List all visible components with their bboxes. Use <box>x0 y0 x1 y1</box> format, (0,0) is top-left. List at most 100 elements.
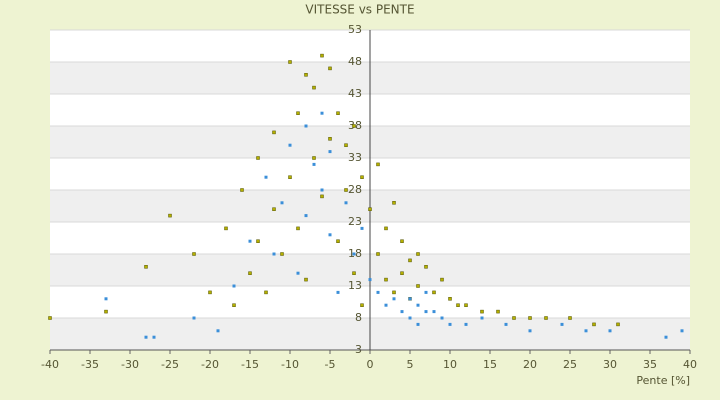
point <box>344 143 348 147</box>
point <box>288 175 292 179</box>
point <box>352 271 356 275</box>
x-tick-label: -25 <box>161 358 179 371</box>
x-tick-label: -35 <box>81 358 99 371</box>
x-tick-label: 25 <box>563 358 577 371</box>
point <box>344 201 348 205</box>
point <box>288 60 292 64</box>
point <box>312 156 316 160</box>
x-axis-label: Pente [%] <box>636 374 690 387</box>
point <box>144 335 148 339</box>
x-tick-label: 30 <box>603 358 617 371</box>
point <box>272 207 276 211</box>
point <box>664 335 668 339</box>
point <box>256 156 260 160</box>
point <box>320 188 324 192</box>
point <box>416 284 420 288</box>
point <box>360 303 364 307</box>
point <box>296 111 300 115</box>
point <box>680 329 684 333</box>
point <box>264 290 268 295</box>
point <box>376 252 380 256</box>
y-tick-label: 28 <box>348 183 362 196</box>
point <box>440 277 444 282</box>
point <box>424 265 428 269</box>
point <box>352 124 356 128</box>
point <box>312 162 316 166</box>
x-tick-label: -20 <box>201 358 219 371</box>
point <box>192 316 196 320</box>
point <box>424 310 428 314</box>
point <box>496 309 500 314</box>
point <box>416 322 420 326</box>
x-tick-label: 35 <box>643 358 657 371</box>
point <box>272 252 276 256</box>
point <box>544 316 548 320</box>
point <box>392 201 396 205</box>
point <box>560 322 564 326</box>
point <box>104 297 108 301</box>
point <box>360 226 364 230</box>
point <box>368 278 372 282</box>
point <box>408 258 412 263</box>
point <box>240 188 244 192</box>
point <box>360 175 364 179</box>
point <box>208 290 212 295</box>
point <box>328 233 332 237</box>
point <box>528 316 532 320</box>
x-tick-label: -40 <box>41 358 59 371</box>
point <box>320 194 324 199</box>
point <box>400 310 404 314</box>
point <box>336 290 340 294</box>
point <box>48 316 52 320</box>
point <box>392 290 396 295</box>
y-tick-label: 48 <box>348 55 362 68</box>
point <box>480 309 484 314</box>
x-tick-label: -5 <box>325 358 336 371</box>
x-tick-label: 5 <box>407 358 414 371</box>
chart-title: VITESSE vs PENTE <box>305 3 414 17</box>
point <box>456 303 460 307</box>
point <box>256 239 260 243</box>
x-tick-label: -15 <box>241 358 259 371</box>
point <box>288 143 292 147</box>
point <box>376 290 380 294</box>
point <box>384 277 388 282</box>
point <box>368 207 372 211</box>
point <box>464 303 468 307</box>
point <box>616 322 620 327</box>
point <box>448 322 452 326</box>
point <box>464 322 468 326</box>
point <box>232 303 236 307</box>
point <box>400 271 404 275</box>
x-tick-label: -30 <box>121 358 139 371</box>
x-tick-label: 0 <box>367 358 374 371</box>
point <box>312 85 316 90</box>
point <box>304 277 308 282</box>
point <box>584 329 588 333</box>
point <box>504 322 508 326</box>
point <box>248 239 252 243</box>
point <box>280 252 284 256</box>
y-tick-label: 13 <box>348 279 362 292</box>
point <box>448 297 452 301</box>
point <box>392 297 396 301</box>
point <box>416 303 420 307</box>
x-tick-label: 10 <box>443 358 457 371</box>
point <box>424 290 428 294</box>
point <box>608 329 612 333</box>
point <box>328 66 332 71</box>
point <box>296 226 300 231</box>
point <box>264 175 268 179</box>
point <box>416 252 420 256</box>
point <box>336 111 340 115</box>
point <box>168 213 172 218</box>
point <box>440 316 444 320</box>
point <box>432 290 436 295</box>
x-tick-label: 20 <box>523 358 537 371</box>
point <box>304 124 308 128</box>
point <box>144 265 148 269</box>
point <box>216 329 220 333</box>
x-tick-label: -10 <box>281 358 299 371</box>
point <box>320 111 324 115</box>
